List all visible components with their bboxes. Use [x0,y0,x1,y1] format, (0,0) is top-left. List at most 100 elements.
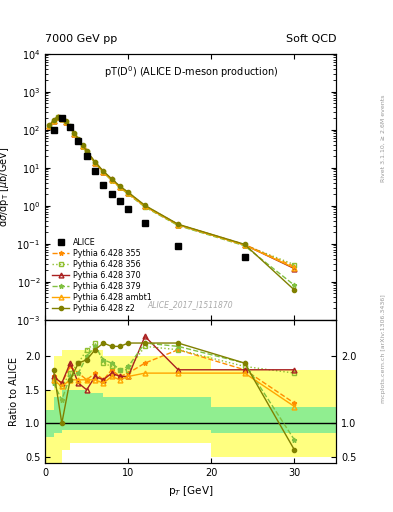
Pythia 6.428 ambt1 [59,116,64,122]
Pythia 6.428 ambt1 [176,222,180,228]
Pythia 6.428 356 [76,137,81,143]
Pythia 6.428 379 [292,282,297,288]
Pythia 6.428 355 [55,114,60,120]
Pythia 6.428 z2 [80,142,85,148]
Pythia 6.428 356 [126,190,130,197]
Pythia 6.428 355 [59,115,64,121]
Pythia 6.428 379 [84,149,89,155]
Pythia 6.428 z2 [51,117,56,123]
ALICE [51,126,56,133]
Y-axis label: Ratio to ALICE: Ratio to ALICE [9,357,19,426]
ALICE [76,138,81,144]
Pythia 6.428 z2 [68,123,72,130]
Pythia 6.428 355 [93,159,97,165]
Pythia 6.428 ambt1 [80,143,85,149]
Pythia 6.428 355 [126,189,130,196]
Pythia 6.428 ambt1 [126,190,130,197]
Pythia 6.428 ambt1 [101,169,106,175]
Pythia 6.428 356 [101,169,106,175]
Pythia 6.428 355 [109,176,114,182]
Pythia 6.428 370 [143,203,147,209]
ALICE [242,254,247,260]
Pythia 6.428 370 [118,184,122,190]
Pythia 6.428 370 [64,119,68,125]
X-axis label: p$_{T}$ [GeV]: p$_{T}$ [GeV] [168,484,213,498]
Pythia 6.428 356 [84,149,89,155]
ALICE [118,198,122,204]
ALICE [68,124,72,131]
Pythia 6.428 370 [76,137,81,143]
Pythia 6.428 370 [292,266,297,272]
Pythia 6.428 355 [292,264,297,270]
Pythia 6.428 z2 [55,114,60,120]
Pythia 6.428 355 [84,148,89,155]
Pythia 6.428 z2 [72,130,77,136]
Pythia 6.428 ambt1 [64,119,68,125]
Pythia 6.428 z2 [118,183,122,189]
Line: Pythia 6.428 ambt1: Pythia 6.428 ambt1 [47,115,297,270]
Pythia 6.428 ambt1 [51,118,56,124]
Pythia 6.428 ambt1 [76,137,81,143]
Pythia 6.428 ambt1 [72,131,77,137]
Pythia 6.428 370 [47,122,52,129]
Text: Soft QCD: Soft QCD [286,34,336,45]
Text: Rivet 3.1.10, ≥ 2.6M events: Rivet 3.1.10, ≥ 2.6M events [381,95,386,182]
Pythia 6.428 379 [118,184,122,190]
ALICE [84,153,89,159]
Pythia 6.428 370 [80,143,85,149]
Pythia 6.428 379 [51,118,56,124]
Pythia 6.428 379 [80,143,85,150]
Pythia 6.428 z2 [242,241,247,247]
Pythia 6.428 356 [109,177,114,183]
Pythia 6.428 356 [242,242,247,248]
Pythia 6.428 379 [68,124,72,131]
Pythia 6.428 356 [68,124,72,130]
Pythia 6.428 355 [101,168,106,175]
ALICE [176,243,180,249]
Pythia 6.428 370 [176,222,180,228]
Line: Pythia 6.428 356: Pythia 6.428 356 [47,115,297,267]
Line: Pythia 6.428 379: Pythia 6.428 379 [47,115,297,288]
Y-axis label: d$\sigma$/dp$_\mathrm{T}$ [$\mu$b/GeV]: d$\sigma$/dp$_\mathrm{T}$ [$\mu$b/GeV] [0,146,11,227]
Pythia 6.428 z2 [101,168,106,174]
Pythia 6.428 ambt1 [68,124,72,130]
Pythia 6.428 370 [242,242,247,248]
Pythia 6.428 379 [109,178,114,184]
Pythia 6.428 ambt1 [55,114,60,120]
Pythia 6.428 356 [80,143,85,149]
Pythia 6.428 356 [59,116,64,122]
Pythia 6.428 379 [126,191,130,197]
Pythia 6.428 ambt1 [242,242,247,248]
Pythia 6.428 370 [109,177,114,183]
Pythia 6.428 356 [143,203,147,209]
Pythia 6.428 z2 [59,115,64,121]
Pythia 6.428 355 [76,137,81,143]
Pythia 6.428 370 [59,115,64,121]
Pythia 6.428 355 [242,242,247,248]
Pythia 6.428 355 [143,203,147,209]
Pythia 6.428 356 [292,262,297,268]
Pythia 6.428 379 [47,123,52,130]
Pythia 6.428 379 [59,116,64,122]
Pythia 6.428 356 [118,184,122,190]
Pythia 6.428 z2 [143,202,147,208]
Pythia 6.428 370 [51,118,56,124]
Pythia 6.428 379 [242,243,247,249]
Pythia 6.428 356 [72,131,77,137]
ALICE [109,191,114,197]
Pythia 6.428 379 [101,169,106,176]
Text: mcplots.cern.ch [arXiv:1306.3436]: mcplots.cern.ch [arXiv:1306.3436] [381,294,386,402]
ALICE [126,206,130,212]
Pythia 6.428 370 [126,190,130,196]
Line: Pythia 6.428 370: Pythia 6.428 370 [47,115,297,271]
Pythia 6.428 379 [64,119,68,125]
ALICE [101,182,106,188]
Pythia 6.428 356 [64,119,68,125]
ALICE [93,168,97,175]
Text: 7000 GeV pp: 7000 GeV pp [45,34,118,45]
ALICE [59,115,64,121]
Pythia 6.428 355 [176,221,180,227]
Legend: ALICE, Pythia 6.428 355, Pythia 6.428 356, Pythia 6.428 370, Pythia 6.428 379, P: ALICE, Pythia 6.428 355, Pythia 6.428 35… [49,236,154,315]
Pythia 6.428 379 [55,114,60,120]
Pythia 6.428 355 [51,117,56,123]
